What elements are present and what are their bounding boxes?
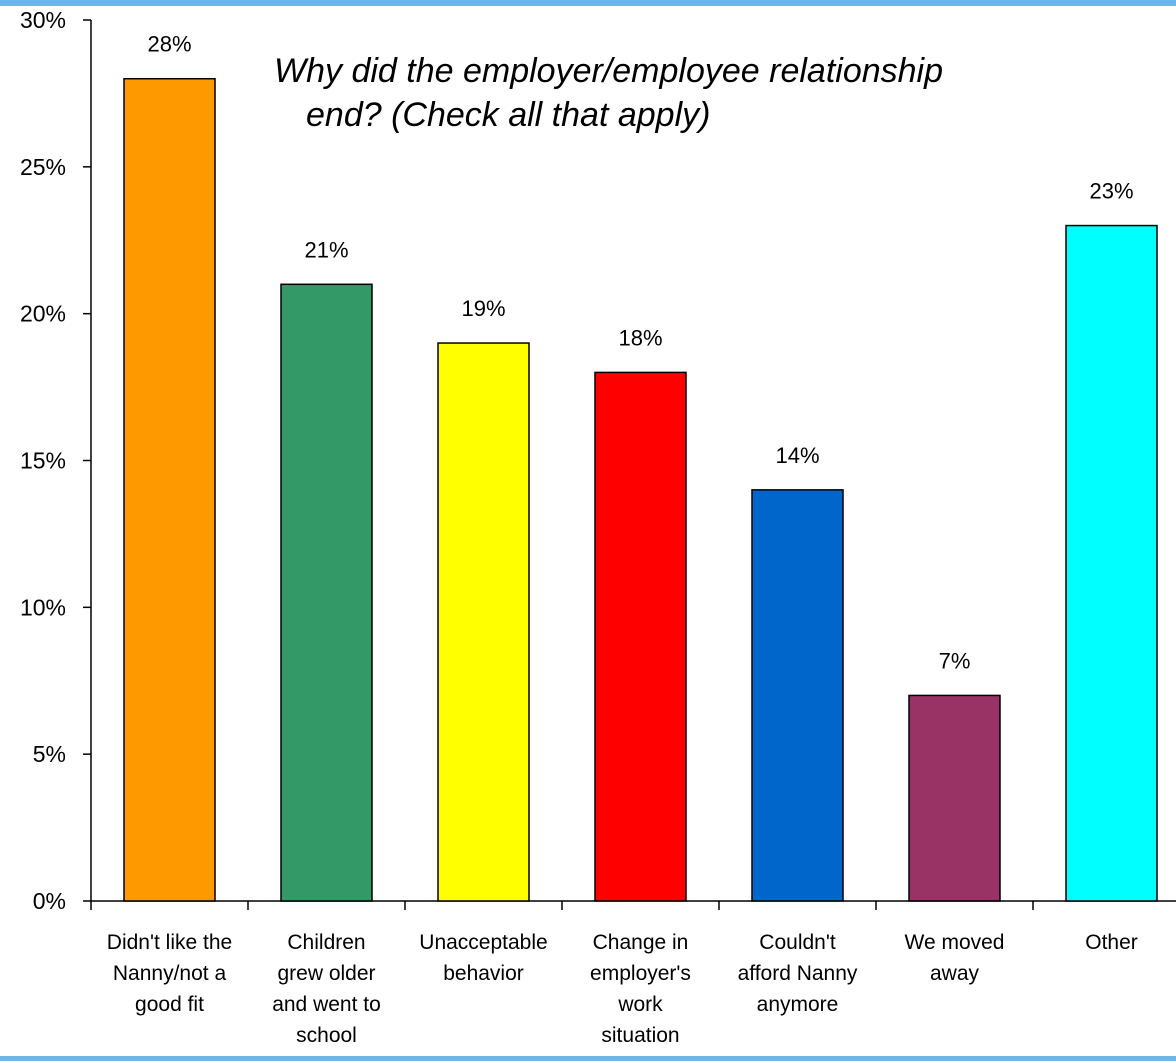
- labels: 28% Didn't like the Nanny/not a good fit 21%…: [107, 32, 1138, 1047]
- y-tick-label: 5%: [33, 741, 66, 767]
- bar: [908, 694, 1001, 902]
- data-label: 28%: [147, 32, 191, 57]
- bar: [123, 77, 216, 902]
- data-label: 18%: [618, 325, 662, 350]
- category-label: Children: [287, 931, 365, 954]
- category-label: We moved: [905, 931, 1005, 954]
- category-label: Nanny/not a: [113, 962, 227, 985]
- category-label: behavior: [443, 962, 524, 985]
- y-tick-label: 30%: [20, 7, 66, 33]
- data-label: 21%: [304, 237, 348, 262]
- data-label: 7%: [939, 648, 971, 673]
- data-label: 19%: [461, 296, 505, 321]
- chart-title-line-2: end? (Check all that apply): [306, 96, 710, 134]
- y-tick-label: 20%: [20, 301, 66, 327]
- category-label: away: [930, 962, 980, 985]
- category-label: situation: [601, 1024, 679, 1047]
- y-tick-label: 0%: [33, 888, 66, 914]
- category-label: employer's: [590, 962, 691, 985]
- category-label: Change in: [593, 931, 689, 954]
- y-tick-label: 25%: [20, 154, 66, 180]
- category-label: school: [296, 1024, 357, 1047]
- bar: [1065, 224, 1158, 902]
- chart-title: Why did the employer/employee relationsh…: [274, 52, 943, 134]
- data-label: 23%: [1089, 179, 1133, 204]
- category-label: Unacceptable: [419, 931, 547, 954]
- bars: [123, 77, 1158, 902]
- category-label: anymore: [757, 993, 839, 1016]
- category-label: Couldn't: [759, 931, 836, 954]
- category-label: grew older: [277, 962, 375, 985]
- category-label: afford Nanny: [738, 962, 858, 985]
- category-label: and went to: [272, 993, 381, 1016]
- bar: [594, 371, 687, 902]
- bar: [751, 489, 844, 902]
- category-label: Other: [1085, 931, 1138, 954]
- category-label: Didn't like the: [107, 931, 232, 954]
- chart-title-line-1: Why did the employer/employee relationsh…: [274, 52, 943, 90]
- y-tick-label: 15%: [20, 448, 66, 474]
- data-label: 14%: [775, 443, 819, 468]
- bar: [280, 283, 373, 902]
- category-label: work: [617, 993, 663, 1016]
- bar: [437, 342, 530, 902]
- y-tick-label: 10%: [20, 594, 66, 620]
- category-label: good fit: [135, 993, 204, 1016]
